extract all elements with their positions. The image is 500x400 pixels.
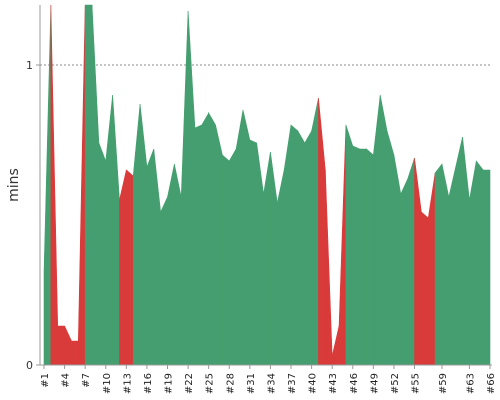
area-segment-59 — [441, 163, 450, 366]
area-segment-56 — [421, 211, 429, 366]
area-segment-6 — [78, 4, 86, 366]
x-tick-label: #22 — [184, 373, 195, 394]
area-segment-46 — [352, 145, 360, 366]
area-segment-38 — [297, 129, 306, 366]
area-segment-21 — [180, 10, 189, 366]
area-segment-14 — [132, 103, 141, 366]
x-tick-label: #37 — [287, 373, 298, 394]
x-tick-label: #49 — [369, 373, 380, 394]
area-segment-47 — [359, 148, 367, 366]
area-segment-65 — [482, 169, 491, 366]
x-tick-label: #40 — [308, 373, 319, 394]
area-segment-4 — [64, 325, 72, 366]
area-segment-43 — [331, 325, 340, 366]
area-segment-41 — [318, 97, 326, 366]
x-tick-label: #66 — [486, 373, 497, 394]
y-tick-label: 0 — [26, 359, 33, 372]
x-tick-label: #46 — [349, 373, 360, 394]
area-segment-32 — [256, 142, 264, 366]
area-segment-25 — [208, 111, 216, 366]
area-segment-13 — [126, 169, 134, 366]
area-segment-12 — [119, 169, 127, 366]
y-tick-label: 1 — [26, 59, 33, 72]
x-tick-label: #63 — [465, 373, 476, 394]
area-segment-29 — [235, 109, 244, 366]
x-tick-label: #4 — [61, 373, 72, 388]
area-segment-37 — [290, 124, 299, 366]
area-segment-26 — [215, 124, 223, 366]
area-segment-60 — [448, 166, 456, 366]
area-segment-1 — [43, 4, 52, 366]
area-segment-42 — [325, 169, 333, 366]
x-tick-label: #31 — [246, 373, 257, 394]
area-segment-45 — [345, 124, 354, 366]
area-segment-64 — [475, 160, 484, 366]
area-segment-50 — [379, 94, 388, 366]
area-segment-53 — [400, 178, 408, 366]
x-tick-label: #1 — [40, 373, 51, 388]
area-segment-3 — [57, 325, 65, 366]
x-tick-label: #52 — [390, 373, 401, 394]
area-segment-62 — [462, 136, 470, 366]
area-segment-34 — [270, 151, 278, 366]
area-segment-54 — [407, 157, 415, 366]
area-segment-63 — [469, 160, 477, 366]
area-segment-27 — [222, 154, 230, 366]
area-segment-52 — [393, 154, 402, 366]
area-segment-49 — [373, 94, 381, 366]
x-tick-label: #19 — [164, 373, 175, 394]
x-tick-label: #55 — [411, 373, 422, 394]
area-segment-28 — [228, 147, 237, 366]
area-segment-39 — [304, 129, 312, 366]
area-segment-30 — [242, 109, 251, 366]
x-tick-label: #34 — [266, 373, 277, 394]
x-tick-label: #13 — [122, 373, 133, 394]
x-tick-label: #28 — [225, 373, 236, 394]
area-segment-18 — [160, 196, 168, 366]
area-segment-16 — [146, 148, 155, 366]
area-segment-5 — [71, 340, 79, 366]
x-tick-label: #59 — [438, 373, 449, 394]
area-segment-23 — [194, 124, 203, 366]
x-ticks: #1 #4 #7 #10 #13 #16 #19 #22 #25 #28 #31 #34 #37 #40 #… — [40, 365, 497, 394]
area-segment-20 — [174, 163, 182, 366]
x-tick-label: #43 — [328, 373, 339, 394]
area-segment-40 — [311, 97, 319, 366]
area-segment-55 — [414, 157, 422, 366]
area-segment-35 — [276, 169, 285, 366]
x-tick-label: #25 — [205, 373, 216, 394]
area-segment-44 — [338, 124, 347, 366]
area-segment-48 — [366, 148, 374, 366]
area-segment-9 — [98, 142, 107, 366]
area-segment-61 — [455, 136, 463, 366]
area-segment-10 — [105, 94, 113, 366]
y-ticks: 01 — [26, 59, 40, 372]
area-segment-7 — [84, 4, 93, 366]
area-series — [43, 4, 491, 366]
area-segment-22 — [187, 10, 196, 366]
area-segment-17 — [153, 148, 161, 366]
area-segment-51 — [386, 130, 395, 366]
area-segment-58 — [434, 163, 443, 366]
y-axis-label: mins — [6, 168, 22, 202]
area-segment-8 — [91, 4, 100, 366]
area-segment-24 — [201, 111, 209, 366]
area-segment-31 — [249, 139, 258, 366]
area-segment-19 — [167, 163, 175, 366]
area-segment-15 — [139, 103, 148, 366]
area-segment-36 — [283, 124, 292, 366]
x-tick-label: #7 — [81, 373, 92, 388]
area-segment-57 — [427, 172, 436, 366]
area-segment-2 — [50, 4, 59, 366]
area-segment-33 — [263, 151, 271, 366]
area-segment-11 — [112, 94, 120, 366]
x-tick-label: #16 — [143, 373, 154, 394]
x-tick-label: #10 — [102, 373, 113, 394]
